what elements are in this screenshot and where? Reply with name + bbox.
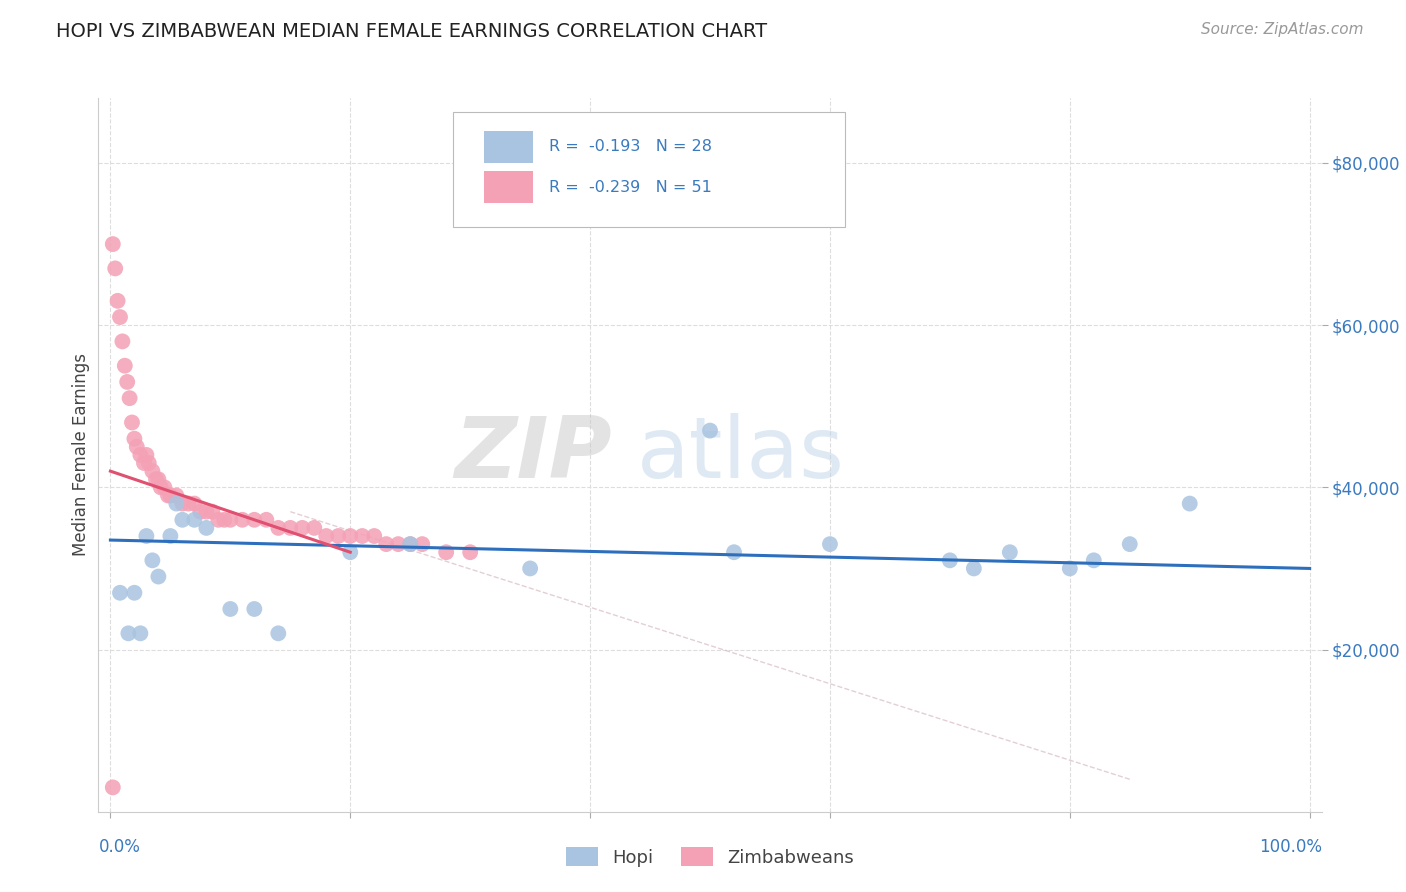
Point <box>267 521 290 535</box>
Point <box>207 513 229 527</box>
Point <box>315 529 337 543</box>
Point <box>141 553 163 567</box>
Point <box>387 537 409 551</box>
Point <box>243 513 266 527</box>
Point <box>699 424 721 438</box>
Point <box>328 529 350 543</box>
Point <box>201 505 224 519</box>
Point <box>132 456 155 470</box>
Point <box>101 780 124 795</box>
Legend: Hopi, Zimbabweans: Hopi, Zimbabweans <box>558 840 862 874</box>
Point <box>352 529 374 543</box>
Point <box>172 497 194 511</box>
Point <box>399 537 422 551</box>
Point <box>129 448 152 462</box>
Point <box>1059 561 1081 575</box>
Point <box>111 334 134 349</box>
Point <box>195 521 218 535</box>
Text: ZIP: ZIP <box>454 413 612 497</box>
Point <box>183 497 205 511</box>
Point <box>159 488 181 502</box>
Point <box>278 521 301 535</box>
Point <box>108 586 131 600</box>
Point <box>117 626 139 640</box>
Text: HOPI VS ZIMBABWEAN MEDIAN FEMALE EARNINGS CORRELATION CHART: HOPI VS ZIMBABWEAN MEDIAN FEMALE EARNING… <box>56 22 768 41</box>
Point <box>118 391 141 405</box>
Point <box>339 529 361 543</box>
Point <box>363 529 385 543</box>
Point <box>458 545 481 559</box>
Point <box>519 561 541 575</box>
Point <box>177 497 200 511</box>
Text: Source: ZipAtlas.com: Source: ZipAtlas.com <box>1201 22 1364 37</box>
Point <box>135 448 157 462</box>
Point <box>165 497 187 511</box>
Point <box>138 456 160 470</box>
Point <box>141 464 163 478</box>
Point <box>172 513 194 527</box>
Point <box>129 626 152 640</box>
Point <box>149 480 172 494</box>
Point <box>219 513 242 527</box>
Point <box>254 513 277 527</box>
Point <box>214 513 236 527</box>
Point <box>148 472 170 486</box>
Point <box>1178 497 1201 511</box>
Point <box>267 626 290 640</box>
Point <box>939 553 962 567</box>
Point <box>411 537 433 551</box>
Point <box>963 561 986 575</box>
Text: 100.0%: 100.0% <box>1258 838 1322 856</box>
Text: atlas: atlas <box>637 413 845 497</box>
Point <box>104 261 127 276</box>
Text: 0.0%: 0.0% <box>98 838 141 856</box>
Point <box>291 521 314 535</box>
Point <box>124 432 146 446</box>
Point <box>165 488 187 502</box>
FancyBboxPatch shape <box>484 171 533 203</box>
Point <box>375 537 398 551</box>
Text: R =  -0.193   N = 28: R = -0.193 N = 28 <box>548 139 711 154</box>
Point <box>304 521 326 535</box>
Point <box>153 480 176 494</box>
Point <box>145 472 167 486</box>
Point <box>1119 537 1142 551</box>
Point <box>339 545 361 559</box>
Point <box>114 359 136 373</box>
Point <box>107 293 129 308</box>
Point <box>998 545 1021 559</box>
Point <box>124 586 146 600</box>
Point <box>188 505 211 519</box>
Point <box>108 310 131 324</box>
Point <box>434 545 457 559</box>
Y-axis label: Median Female Earnings: Median Female Earnings <box>72 353 90 557</box>
Point <box>101 237 124 252</box>
Text: R =  -0.239   N = 51: R = -0.239 N = 51 <box>548 180 711 194</box>
Point <box>195 505 218 519</box>
Point <box>818 537 841 551</box>
Point <box>231 513 253 527</box>
Point <box>399 537 422 551</box>
FancyBboxPatch shape <box>453 112 845 227</box>
Point <box>159 529 181 543</box>
Point <box>121 416 143 430</box>
Point <box>219 602 242 616</box>
FancyBboxPatch shape <box>484 130 533 162</box>
Point <box>115 375 138 389</box>
Point <box>183 513 205 527</box>
Point <box>125 440 148 454</box>
Point <box>1083 553 1105 567</box>
Point <box>243 602 266 616</box>
Point <box>723 545 745 559</box>
Point <box>135 529 157 543</box>
Point <box>148 569 170 583</box>
Point <box>156 488 179 502</box>
